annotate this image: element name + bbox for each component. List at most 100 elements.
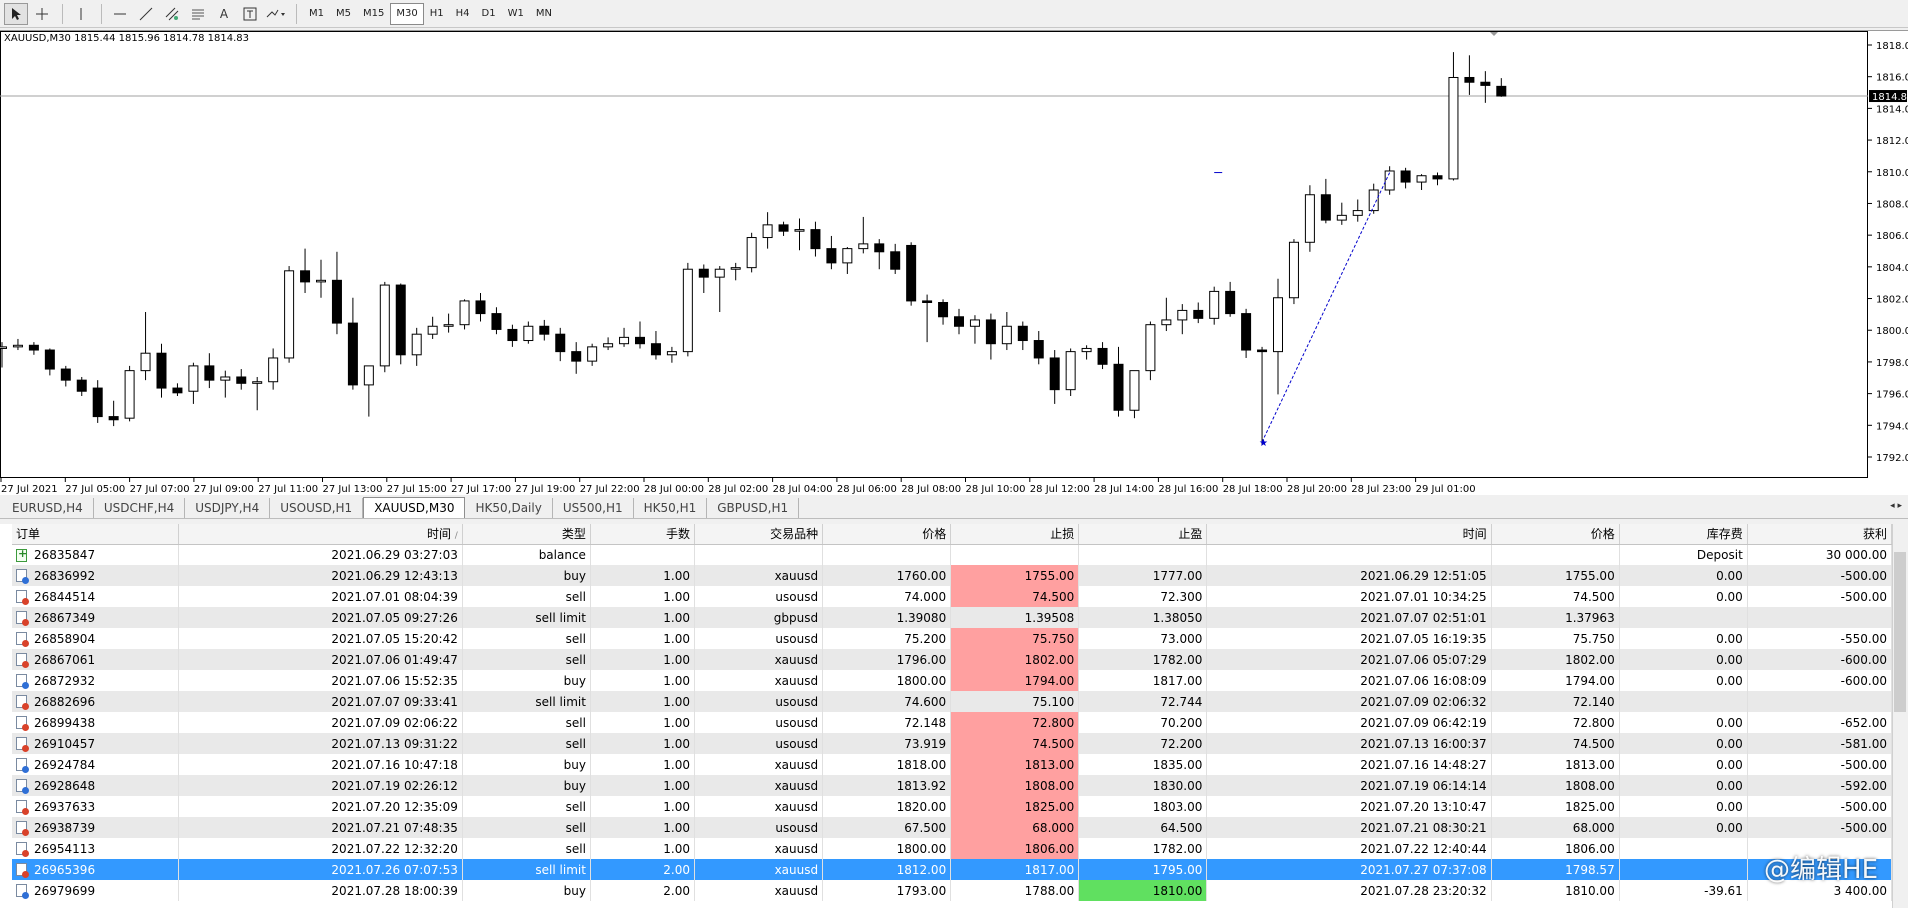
- cell-close-time: 2021.07.16 14:48:27: [1206, 754, 1492, 775]
- text-label-icon[interactable]: [238, 3, 262, 25]
- candle-body: [1001, 325, 1012, 345]
- tab-hk50-h1[interactable]: HK50,H1: [634, 498, 708, 518]
- table-header-row: 订单 时间 / 类型 手数 交易品种 价格 止损 止盈 时间 价格 库存费 获利: [12, 524, 1893, 545]
- timeframe-m15-button[interactable]: M15: [363, 8, 385, 19]
- table-row[interactable]: 26899438 2021.07.09 02:06:22 sell 1.00 usous…: [12, 712, 1893, 733]
- cell-stop-loss: 1794.00: [950, 670, 1080, 691]
- table-row[interactable]: 26979699 2021.07.28 18:00:39 buy 2.00 xauusd…: [12, 880, 1893, 901]
- header-close-time[interactable]: 时间: [1206, 524, 1492, 545]
- cell-profit: -592.00: [1747, 775, 1893, 796]
- tab-eurusd-h4[interactable]: EURUSD,H4: [2, 498, 94, 518]
- table-row[interactable]: 26924784 2021.07.16 10:47:18 buy 1.00 xauusd…: [12, 754, 1893, 775]
- equidistant-channel-icon[interactable]: [160, 3, 184, 25]
- cell-swap: [1619, 859, 1748, 880]
- header-symbol[interactable]: 交易品种: [694, 524, 824, 545]
- table-row[interactable]: 26928648 2021.07.19 02:26:12 buy 1.00 xauusd…: [12, 775, 1893, 796]
- candle-body: [954, 316, 964, 327]
- table-row[interactable]: 26954113 2021.07.22 12:32:20 sell 1.00 xauus…: [12, 838, 1893, 859]
- timeframe-h4-button[interactable]: H4: [455, 8, 470, 19]
- sell-order-icon: [16, 695, 29, 710]
- x-axis-tick-label: 28 Jul 08:00: [901, 484, 961, 495]
- table-row[interactable]: 26844514 2021.07.01 08:04:39 sell 1.00 usous…: [12, 586, 1893, 607]
- tab-usousd-h1[interactable]: USOUSD,H1: [270, 498, 364, 518]
- candlestick-chart[interactable]: ★ 1818.05 1816.05 1814.05 1812.05 1810.05 1808…: [0, 31, 1908, 496]
- table-row[interactable]: 26965396 2021.07.26 07:07:53 sell limit 2.0…: [12, 859, 1893, 880]
- cell-profit: -581.00: [1747, 733, 1893, 754]
- header-swap[interactable]: 库存费: [1619, 524, 1748, 545]
- cell-price: 1818.00: [822, 754, 952, 775]
- header-stop-loss[interactable]: 止损: [950, 524, 1080, 545]
- order-number: 26899438: [34, 715, 96, 730]
- header-type[interactable]: 类型: [462, 524, 591, 545]
- timeframe-m1-button[interactable]: M1: [309, 8, 324, 19]
- table-row[interactable]: 26938739 2021.07.21 07:48:35 sell 1.00 usous…: [12, 817, 1893, 838]
- cell-order: 26882696: [12, 691, 179, 712]
- table-row[interactable]: 26858904 2021.07.05 15:20:42 sell 1.00 usous…: [12, 628, 1893, 649]
- cell-time: 2021.07.09 02:06:22: [178, 712, 463, 733]
- scrollbar-thumb[interactable]: [1894, 552, 1906, 712]
- cell-take-profit: 1830.00: [1078, 775, 1208, 796]
- table-row[interactable]: 26910457 2021.07.13 09:31:22 sell 1.00 usous…: [12, 733, 1893, 754]
- order-number: 26836992: [34, 568, 96, 583]
- arrows-icon[interactable]: [264, 3, 288, 25]
- header-profit[interactable]: 获利: [1747, 524, 1893, 545]
- candle-body: [650, 343, 661, 356]
- timeframe-d1-button[interactable]: D1: [481, 8, 496, 19]
- candle-body: [587, 346, 598, 362]
- horizontal-line-icon[interactable]: [108, 3, 132, 25]
- timeframe-mn-button[interactable]: MN: [535, 8, 552, 19]
- text-icon[interactable]: A: [212, 3, 236, 25]
- header-take-profit[interactable]: 止盈: [1078, 524, 1208, 545]
- cell-stop-loss: 1755.00: [950, 565, 1080, 586]
- x-axis-tick-label: 27 Jul 17:00: [451, 484, 511, 495]
- fibonacci-icon[interactable]: [186, 3, 210, 25]
- header-lots[interactable]: 手数: [590, 524, 696, 545]
- cell-order: 26858904: [12, 628, 179, 649]
- tab-us500-h1[interactable]: US500,H1: [553, 498, 634, 518]
- tab-xauusd-m30[interactable]: XAUUSD,M30: [363, 497, 466, 518]
- tab-usdjpy-h4[interactable]: USDJPY,H4: [185, 498, 271, 518]
- cell-profit: -500.00: [1747, 817, 1893, 838]
- timeframe-w1-button[interactable]: W1: [507, 8, 524, 19]
- cell-close-time: 2021.07.19 06:14:14: [1206, 775, 1492, 796]
- candle-body: [1273, 297, 1283, 353]
- candle-body: [1113, 363, 1124, 411]
- tab-hk50-daily[interactable]: HK50,Daily: [465, 498, 553, 518]
- timeframe-m30-button[interactable]: M30: [390, 2, 424, 25]
- header-order[interactable]: 订单: [12, 524, 179, 545]
- timeframe-m5-button[interactable]: M5: [336, 8, 351, 19]
- table-row[interactable]: 26836992 2021.06.29 12:43:13 buy 1.00 xauusd…: [12, 565, 1893, 586]
- header-price[interactable]: 价格: [822, 524, 952, 545]
- candle-body: [603, 343, 614, 348]
- cell-lots: 1.00: [590, 733, 696, 754]
- tab-usdchf-h4[interactable]: USDCHF,H4: [94, 498, 186, 518]
- table-row[interactable]: 26882696 2021.07.07 09:33:41 sell limit 1.0…: [12, 691, 1893, 712]
- cell-time: 2021.07.26 07:07:53: [178, 859, 463, 880]
- x-axis-tick-label: 28 Jul 12:00: [1030, 484, 1090, 495]
- header-time[interactable]: 时间 /: [178, 524, 463, 545]
- cell-profit: -500.00: [1747, 565, 1893, 586]
- cursor-icon[interactable]: [4, 2, 28, 25]
- timeframe-h1-button[interactable]: H1: [429, 8, 444, 19]
- candle-body: [459, 300, 470, 326]
- tab-gbpusd-h1[interactable]: GBPUSD,H1: [707, 498, 800, 518]
- y-axis-tick-label: 1802.05: [1876, 295, 1908, 306]
- candle-body: [1065, 351, 1076, 391]
- header-close-price[interactable]: 价格: [1491, 524, 1620, 545]
- cell-price: 1800.00: [822, 838, 952, 859]
- cell-type: sell: [462, 796, 591, 817]
- candle-body: [124, 370, 135, 419]
- cell-close-time: 2021.07.06 16:08:09: [1206, 670, 1492, 691]
- trendline-icon[interactable]: [134, 3, 158, 25]
- crosshair-icon[interactable]: [30, 3, 54, 25]
- table-row[interactable]: 26867061 2021.07.06 01:49:47 sell 1.00 xauus…: [12, 649, 1893, 670]
- table-row[interactable]: 26937633 2021.07.20 12:35:09 sell 1.00 xauus…: [12, 796, 1893, 817]
- table-row[interactable]: 26872932 2021.07.06 15:52:35 buy 1.00 xauusd…: [12, 670, 1893, 691]
- table-row[interactable]: 26867349 2021.07.05 09:27:26 sell limit 1.0…: [12, 607, 1893, 628]
- tab-scroll-arrows-icon[interactable]: ◂ ▸: [1890, 501, 1902, 511]
- x-axis-tick-label: 27 Jul 07:00: [130, 484, 190, 495]
- chart-window[interactable]: ★ 1818.05 1816.05 1814.05 1812.05 1810.05 1808…: [0, 30, 1908, 495]
- candle-body: [1464, 76, 1475, 83]
- vertical-line-icon[interactable]: [69, 3, 93, 25]
